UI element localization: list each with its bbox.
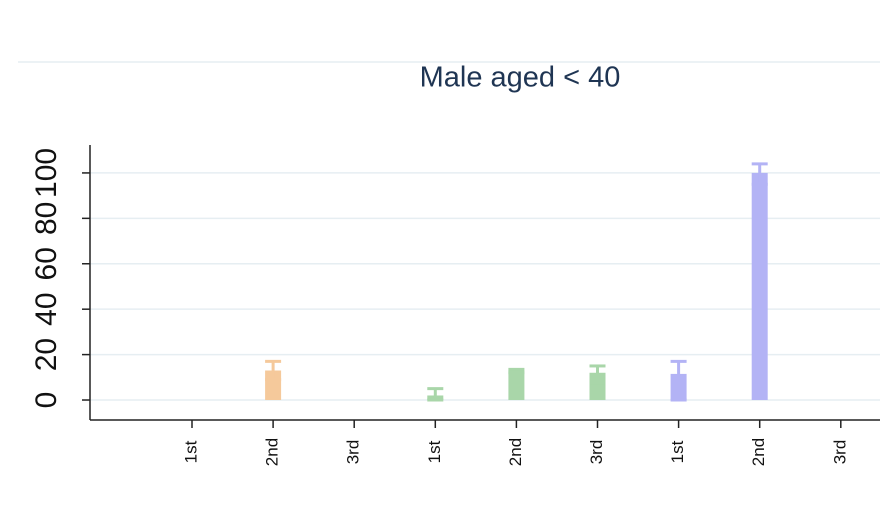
x-tick-label: 2nd: [263, 438, 282, 466]
x-tick-label: 3rd: [587, 440, 606, 465]
y-tick-label: 100: [30, 148, 63, 198]
y-tick-label: 40: [30, 292, 63, 325]
x-tick-label: 2nd: [506, 438, 525, 466]
x-tick-label: 3rd: [344, 440, 363, 465]
y-tick-label: 20: [30, 338, 63, 371]
x-tick-label: 1st: [668, 440, 687, 463]
y-tick-label: 0: [30, 392, 63, 409]
bar: [265, 370, 282, 401]
x-tick-label: 1st: [181, 440, 200, 463]
y-tick-label: 80: [30, 202, 63, 235]
bar: [751, 172, 768, 401]
x-tick-label: 3rd: [830, 440, 849, 465]
bar: [508, 370, 525, 401]
chart-title: Male aged < 40: [420, 62, 621, 94]
x-tick-label: 1st: [425, 440, 444, 463]
x-tick-label: 2nd: [749, 438, 768, 466]
bar: [589, 372, 606, 401]
y-tick-label: 60: [30, 247, 63, 280]
